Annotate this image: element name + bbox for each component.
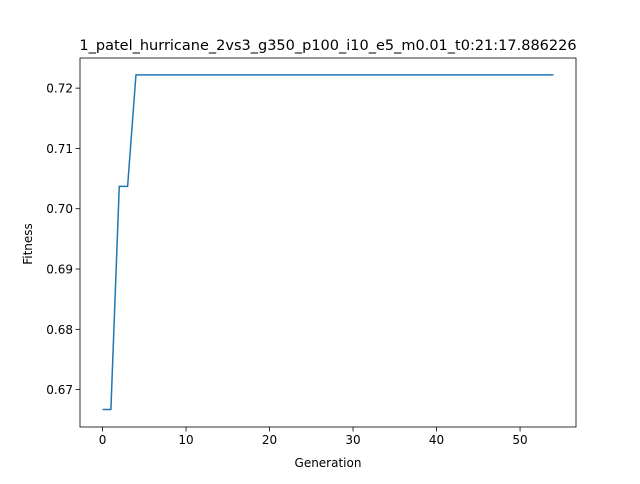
y-axis: 0.67 0.68 0.69 0.70 0.71 0.72 (46, 82, 80, 397)
chart-title: 1_patel_hurricane_2vs3_g350_p100_i10_e5_… (79, 38, 576, 54)
x-tick-label: 0 (99, 433, 107, 447)
x-tick-label: 40 (429, 433, 444, 447)
y-tick-label: 0.69 (46, 263, 73, 277)
y-tick-label: 0.67 (46, 383, 73, 397)
y-axis-label: Fitness (21, 223, 35, 265)
y-tick-label: 0.70 (46, 202, 73, 216)
series-line-0 (102, 74, 554, 411)
x-tick-label: 10 (178, 433, 193, 447)
x-tick-label: 30 (345, 433, 360, 447)
y-tick-label: 0.71 (46, 142, 73, 156)
x-axis-label: Generation (295, 456, 362, 470)
axes-frame (79, 57, 577, 428)
x-tick-label: 20 (262, 433, 277, 447)
y-tick-label: 0.68 (46, 323, 73, 337)
y-tick-label: 0.72 (46, 82, 73, 96)
plot-area (79, 57, 577, 428)
x-tick-label: 50 (512, 433, 527, 447)
x-axis: 0 10 20 30 40 50 (99, 427, 528, 447)
